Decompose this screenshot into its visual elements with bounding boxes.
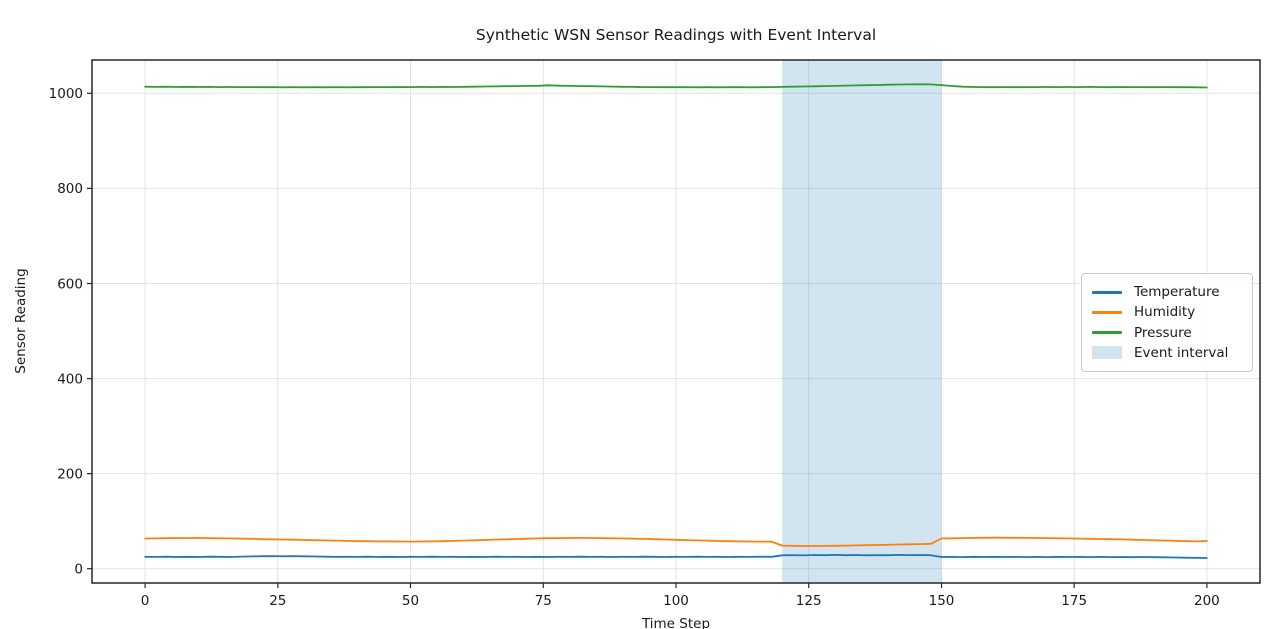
event-interval-patch-swatch	[1092, 346, 1122, 360]
x-tick-label: 25	[269, 593, 286, 609]
x-tick-label: 0	[141, 593, 150, 609]
legend-item-event-interval: Event interval	[1092, 343, 1242, 363]
x-tick-label: 50	[402, 593, 419, 609]
x-axis-label: Time Step	[641, 616, 711, 629]
x-tick-label: 100	[663, 593, 689, 609]
chart-title: Synthetic WSN Sensor Readings with Event…	[475, 26, 877, 44]
legend-item-temperature: Temperature	[1092, 282, 1242, 302]
y-tick-label: 800	[57, 181, 83, 197]
y-tick-label: 600	[57, 276, 83, 292]
legend-item-pressure: Pressure	[1092, 323, 1242, 343]
pressure-line	[144, 83, 1208, 89]
x-tick-label: 200	[1194, 593, 1220, 609]
legend-label: Temperature	[1134, 284, 1220, 301]
x-tick-label: 125	[796, 593, 822, 609]
temperature-line-swatch	[1092, 290, 1122, 294]
event-interval-shading	[782, 60, 942, 583]
y-tick-label: 0	[74, 562, 83, 578]
y-tick-label: 400	[57, 371, 83, 387]
legend-box: Temperature Humidity Pressure Event inte…	[1081, 273, 1253, 372]
humidity-line	[144, 536, 1208, 547]
x-tick-label: 175	[1061, 593, 1087, 609]
legend-label: Event interval	[1134, 344, 1229, 361]
legend-item-humidity: Humidity	[1092, 302, 1242, 322]
x-tick-label: 75	[535, 593, 552, 609]
y-tick-label: 1000	[49, 86, 83, 102]
y-tick-label: 200	[57, 466, 83, 482]
temperature-line	[144, 554, 1208, 559]
pressure-line-swatch	[1092, 331, 1122, 335]
y-axis-label: Sensor Reading	[13, 268, 29, 374]
x-tick-label: 150	[929, 593, 955, 609]
humidity-line-swatch	[1092, 310, 1122, 314]
legend-label: Pressure	[1134, 324, 1192, 341]
legend-label: Humidity	[1134, 304, 1196, 321]
